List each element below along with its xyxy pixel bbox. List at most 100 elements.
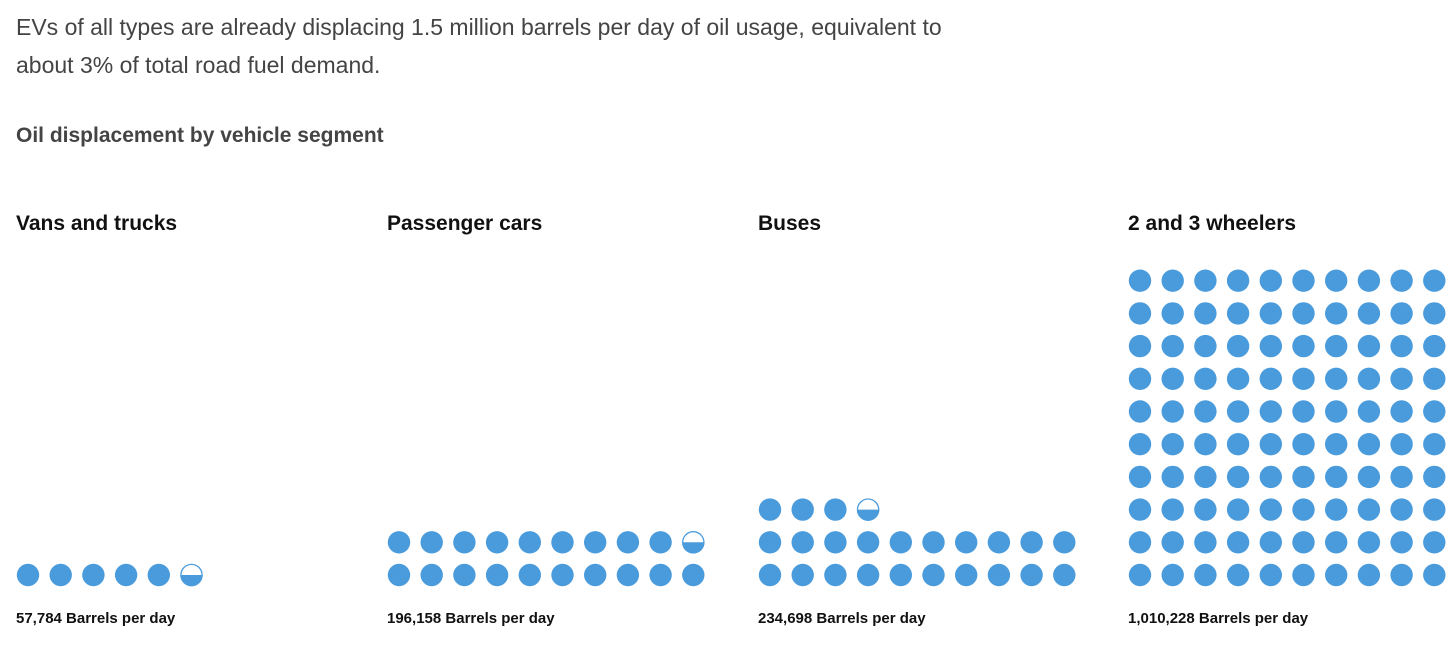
dot [1390,465,1413,489]
segment-title: Buses [758,212,822,235]
dot [1292,498,1315,521]
dot [1259,531,1282,554]
segment-value-label: 196,158 Barrels per day [387,610,555,627]
dot [987,531,1011,554]
dot [1128,400,1152,423]
dot [1128,302,1152,325]
dot [1161,498,1184,521]
dot-grid-passenger-cars [387,531,705,587]
dot [1390,400,1413,423]
intro-text: EVs of all types are already displacing … [16,14,942,78]
dot [922,531,945,554]
dot [1194,334,1217,358]
dot [856,531,880,554]
dot [1020,531,1043,554]
dot [1128,563,1152,587]
dot [922,563,945,587]
dot [1226,400,1250,423]
dot [1357,400,1381,423]
dot [1357,531,1381,554]
dot [1390,367,1413,390]
dot [1357,465,1381,489]
dot [1128,465,1152,489]
dot [1292,400,1315,423]
dot [1194,531,1217,554]
dot [955,563,978,587]
dot [824,531,847,554]
dot [791,563,814,587]
dot [649,563,672,587]
dot [1357,367,1381,390]
dot [1194,269,1217,292]
dot [1292,269,1315,292]
partial-dot-fill [856,509,880,521]
dot [1325,269,1348,292]
dot [1325,498,1348,521]
dot [1161,302,1184,325]
dot [1325,531,1348,554]
partial-dot [682,531,705,554]
dot [1161,269,1184,292]
dot [1226,498,1250,521]
dot [1053,531,1076,554]
dot [1423,498,1446,521]
dot [1325,367,1348,390]
dot [1390,498,1413,521]
dot [1357,433,1381,456]
dot [82,563,105,587]
dot [485,563,509,587]
dot-grid-buses [758,498,1076,587]
dot [1194,400,1217,423]
dot [1226,334,1250,358]
dot [453,531,476,554]
dot [1259,433,1282,456]
dot [1226,433,1250,456]
dot [856,563,880,587]
dot [147,563,170,587]
dot [824,563,847,587]
dot [1357,302,1381,325]
partial-dot-outline [856,498,880,521]
dot [387,563,411,587]
dot [1194,465,1217,489]
dot [584,563,607,587]
dot [1292,367,1315,390]
dot [1423,400,1446,423]
dot [889,563,912,587]
dot [1128,531,1152,554]
dot [1128,334,1152,358]
dot [551,531,574,554]
dot [1128,433,1152,456]
dot [1259,302,1282,325]
dot [758,498,782,521]
segment-title: Passenger cars [387,212,543,235]
dot [1325,400,1348,423]
dot-grid-vans-and-trucks [16,563,203,587]
dot [1357,334,1381,358]
dot [1390,269,1413,292]
dot [387,531,411,554]
dot [1259,367,1282,390]
segment-value-label: 57,784 Barrels per day [16,610,176,627]
dot [1226,531,1250,554]
dot [1194,433,1217,456]
dot [551,563,574,587]
dot [1292,433,1315,456]
dot [453,563,476,587]
dot [114,563,138,587]
segment-title: 2 and 3 wheelers [1128,212,1297,235]
dot [1259,400,1282,423]
dot [1161,334,1184,358]
dot [1390,531,1413,554]
dot [791,498,814,521]
dot [649,531,672,554]
dot [1423,367,1446,390]
dot [758,563,782,587]
dot [955,531,978,554]
dot [1292,465,1315,489]
dot [1161,367,1184,390]
dot [824,498,847,521]
dot [1226,465,1250,489]
dot [1226,269,1250,292]
dot [1390,334,1413,358]
